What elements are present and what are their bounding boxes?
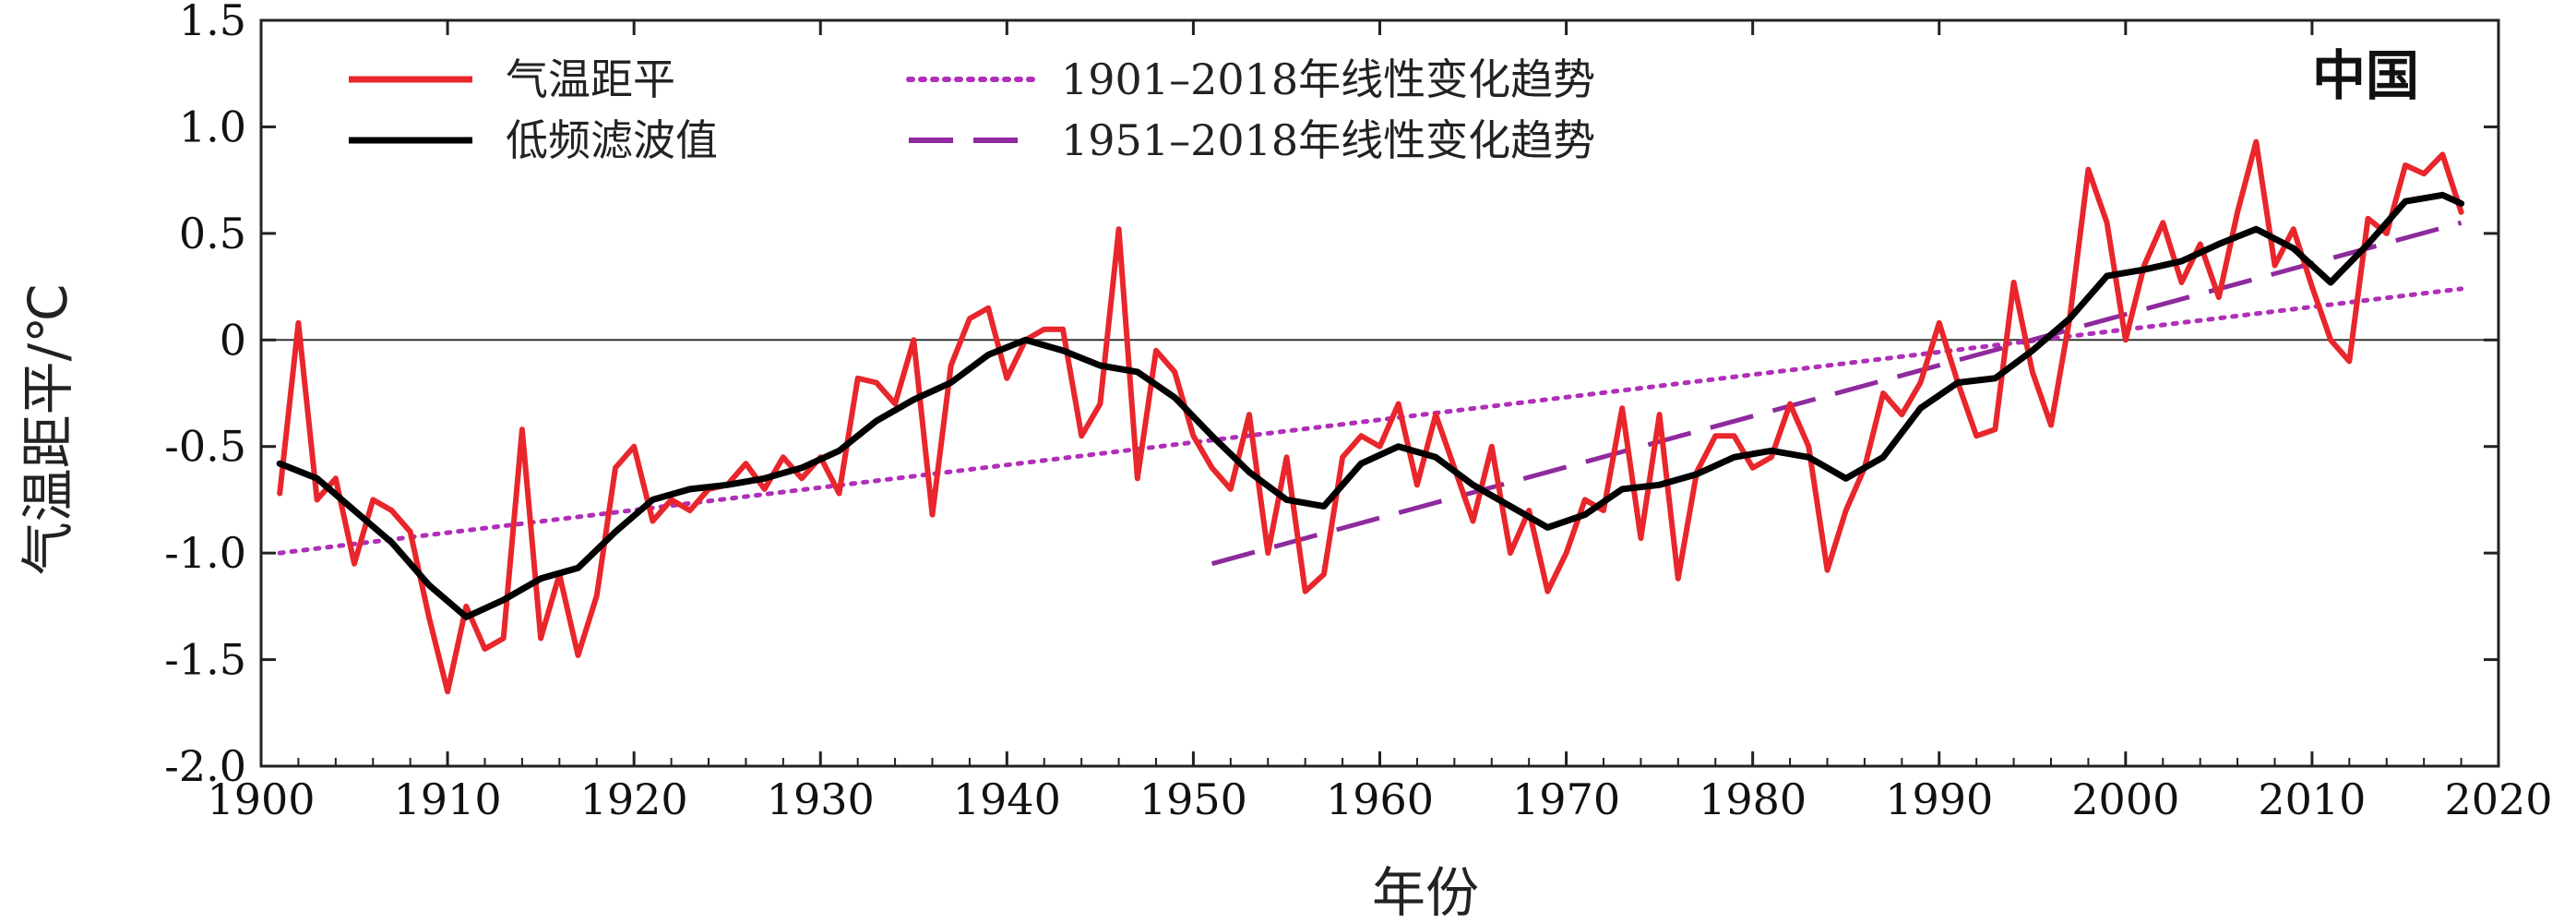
x-tick-label: 1900 — [207, 774, 315, 824]
y-tick-label: -2.0 — [164, 741, 246, 791]
ticks-layer: 1900 1910 1920 1930 1940 1950 1960 1970 1980 1990… — [164, 0, 2552, 824]
series-filter-line — [276, 191, 2465, 620]
series-anomaly-line — [277, 138, 2464, 695]
legend-label-trend-1901: 1901–2018年线性变化趋势 — [1061, 54, 1595, 104]
legend-label-trend-1951: 1951–2018年线性变化趋势 — [1061, 115, 1595, 165]
region-label: 中国 — [2312, 44, 2419, 107]
x-tick-label: 1930 — [767, 774, 875, 824]
series-layer — [276, 138, 2465, 695]
y-tick-label: 0 — [220, 315, 246, 365]
y-tick-label: 1.0 — [179, 102, 246, 151]
x-tick-label: 1950 — [1139, 774, 1247, 824]
x-tick-label: 2010 — [2258, 774, 2366, 824]
trend-1951-2018-line — [1210, 220, 2463, 567]
x-tick-label: 2000 — [2071, 774, 2179, 824]
x-tick-label: 1920 — [580, 774, 688, 824]
y-tick-label: 0.5 — [179, 209, 246, 258]
legend-label-filter: 低频滤波值 — [506, 115, 718, 165]
y-tick-label: -0.5 — [164, 422, 246, 472]
y-tick-label: -1.5 — [164, 635, 246, 685]
x-tick-label: 1980 — [1699, 774, 1807, 824]
legend-label-anomaly: 气温距平 — [506, 54, 675, 104]
x-tick-label: 1960 — [1326, 774, 1434, 824]
x-tick-label: 1990 — [1885, 774, 1993, 824]
y-axis-title: 气温距平/℃ — [17, 283, 79, 576]
y-tick-label: 1.5 — [179, 0, 246, 45]
x-axis-title: 年份 — [1372, 861, 1479, 924]
x-tick-label: 1940 — [953, 774, 1061, 824]
x-tick-label: 1970 — [1512, 774, 1620, 824]
legend: 气温距平 低频滤波值 1901–2018年线性变化趋势 1951–2018年线性… — [349, 54, 1595, 165]
y-tick-label: -1.0 — [164, 528, 246, 578]
x-tick-label: 1910 — [394, 774, 502, 824]
x-tick-label: 2020 — [2444, 774, 2552, 824]
